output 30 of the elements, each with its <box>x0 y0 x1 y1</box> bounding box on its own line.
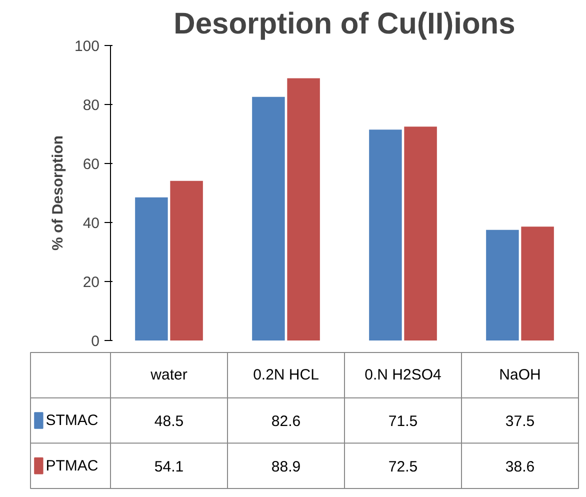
data-label: 48.5 <box>154 413 184 430</box>
bar <box>486 230 519 340</box>
x-tick-label: NaOH <box>499 366 541 384</box>
bar <box>404 126 437 340</box>
bar <box>287 78 320 340</box>
data-label: 37.5 <box>505 413 535 430</box>
bar <box>521 226 554 340</box>
bar <box>170 180 203 340</box>
legend-label: PTMAC <box>46 457 98 474</box>
y-axis-title: % of Desorption <box>49 136 66 250</box>
y-tick-label: 0 <box>91 333 100 350</box>
data-label: 82.6 <box>271 413 301 430</box>
data-label: 38.6 <box>505 458 535 476</box>
x-tick-label: 0.N H2SO4 <box>364 366 442 384</box>
data-label: 71.5 <box>388 413 418 430</box>
y-tick-label: 100 <box>74 38 100 55</box>
chart-title: Desorption of Cu(II)ions <box>174 8 516 40</box>
data-label: 88.9 <box>271 458 301 476</box>
legend-label: STMAC <box>46 412 98 429</box>
y-tick-label: 80 <box>82 97 100 114</box>
x-tick-label: 0.2N HCL <box>253 366 319 384</box>
bar <box>252 96 285 340</box>
bar <box>369 130 402 340</box>
bar <box>135 197 168 340</box>
data-label: 72.5 <box>388 458 418 476</box>
x-tick-label: water <box>150 366 188 384</box>
y-tick-label: 20 <box>82 274 100 291</box>
y-tick-label: 60 <box>82 156 100 173</box>
y-tick-label: 40 <box>82 215 100 232</box>
data-label: 54.1 <box>154 458 184 476</box>
